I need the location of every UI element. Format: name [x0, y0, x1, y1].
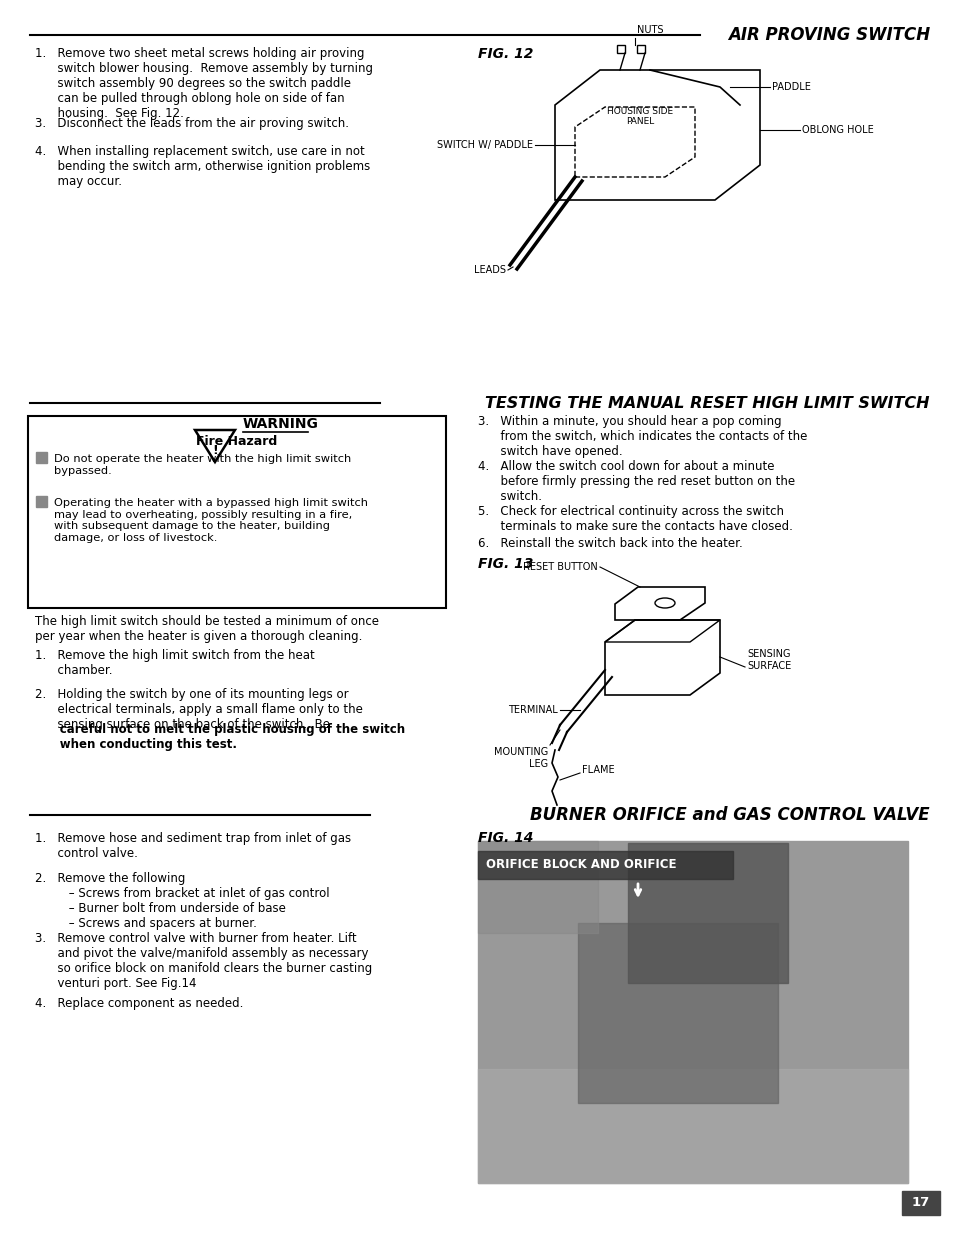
Text: FLAME: FLAME	[581, 764, 614, 776]
Text: HOUSING SIDE
PANEL: HOUSING SIDE PANEL	[606, 107, 673, 126]
Text: 3.   Disconnect the leads from the air proving switch.: 3. Disconnect the leads from the air pro…	[35, 117, 349, 130]
Text: RESET BUTTON: RESET BUTTON	[522, 562, 598, 572]
Text: 5.   Check for electrical continuity across the switch
      terminals to make s: 5. Check for electrical continuity acros…	[477, 505, 792, 534]
Text: The high limit switch should be tested a minimum of once
per year when the heate: The high limit switch should be tested a…	[35, 615, 378, 643]
Bar	[477, 841, 907, 1183]
Text: PADDLE: PADDLE	[771, 82, 810, 91]
Bar	[617, 44, 624, 53]
Text: ORIFICE BLOCK AND ORIFICE: ORIFICE BLOCK AND ORIFICE	[485, 858, 676, 872]
Text: FIG. 12: FIG. 12	[477, 47, 533, 61]
Bar	[901, 1191, 939, 1215]
Bar	[36, 496, 47, 508]
Text: SWITCH W/ PADDLE: SWITCH W/ PADDLE	[436, 140, 533, 149]
Polygon shape	[194, 430, 234, 462]
Text: OBLONG HOLE: OBLONG HOLE	[801, 125, 873, 135]
Text: 1.   Remove the high limit switch from the heat
      chamber.: 1. Remove the high limit switch from the…	[35, 650, 314, 677]
Text: 1.   Remove hose and sediment trap from inlet of gas
      control valve.: 1. Remove hose and sediment trap from in…	[35, 832, 351, 860]
Text: 2.   Remove the following
         – Screws from bracket at inlet of gas control: 2. Remove the following – Screws from br…	[35, 872, 330, 930]
Text: FIG. 14: FIG. 14	[477, 831, 533, 845]
Text: BURNER ORIFICE and GAS CONTROL VALVE: BURNER ORIFICE and GAS CONTROL VALVE	[530, 806, 929, 824]
Text: Operating the heater with a bypassed high limit switch
may lead to overheating, : Operating the heater with a bypassed hig…	[54, 498, 368, 543]
Text: FIG. 13: FIG. 13	[477, 557, 533, 571]
Text: 6.   Reinstall the switch back into the heater.: 6. Reinstall the switch back into the he…	[477, 537, 742, 550]
Text: NUTS: NUTS	[637, 25, 662, 35]
Bar	[578, 923, 778, 1103]
Text: 4.   Allow the switch cool down for about a minute
      before firmly pressing : 4. Allow the switch cool down for about …	[477, 459, 794, 503]
Text: Fire Hazard: Fire Hazard	[196, 435, 277, 448]
Text: !: !	[212, 443, 217, 457]
Bar	[637, 44, 644, 53]
Bar	[477, 851, 732, 879]
Bar	[477, 841, 598, 932]
Bar	[627, 844, 787, 983]
Text: MOUNTING
LEG: MOUNTING LEG	[494, 747, 547, 768]
Text: LEADS: LEADS	[474, 266, 505, 275]
Text: 2.   Holding the switch by one of its mounting legs or
      electrical terminal: 2. Holding the switch by one of its moun…	[35, 688, 362, 731]
FancyBboxPatch shape	[28, 416, 446, 608]
Text: Do not operate the heater with the high limit switch
bypassed.: Do not operate the heater with the high …	[54, 454, 351, 475]
Text: AIR PROVING SWITCH: AIR PROVING SWITCH	[727, 26, 929, 44]
Text: 17: 17	[911, 1197, 929, 1209]
Text: 3.   Within a minute, you should hear a pop coming
      from the switch, which : 3. Within a minute, you should hear a po…	[477, 415, 806, 458]
Text: TESTING THE MANUAL RESET HIGH LIMIT SWITCH: TESTING THE MANUAL RESET HIGH LIMIT SWIT…	[485, 395, 929, 410]
Text: 3.   Remove control valve with burner from heater. Lift
      and pivot the valv: 3. Remove control valve with burner from…	[35, 932, 372, 990]
Text: 1.   Remove two sheet metal screws holding air proving
      switch blower housi: 1. Remove two sheet metal screws holding…	[35, 47, 373, 120]
Text: TERMINAL: TERMINAL	[508, 705, 558, 715]
Text: 4.   When installing replacement switch, use care in not
      bending the switc: 4. When installing replacement switch, u…	[35, 144, 370, 188]
Text: careful not to melt the plastic housing of the switch
      when conducting this: careful not to melt the plastic housing …	[35, 722, 405, 751]
Text: WARNING: WARNING	[243, 417, 318, 431]
Text: 4.   Replace component as needed.: 4. Replace component as needed.	[35, 997, 243, 1010]
Bar	[36, 452, 47, 463]
Bar	[477, 1070, 907, 1183]
Text: SENSING
SURFACE: SENSING SURFACE	[746, 650, 790, 671]
